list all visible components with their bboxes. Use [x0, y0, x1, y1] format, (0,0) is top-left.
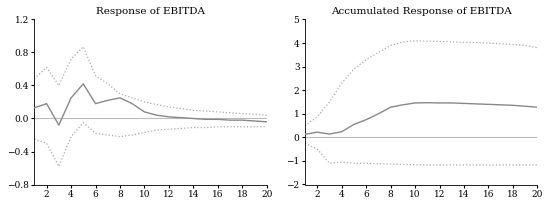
Title: Response of EBITDA: Response of EBITDA	[96, 7, 205, 16]
Title: Accumulated Response of EBITDA: Accumulated Response of EBITDA	[331, 7, 512, 16]
